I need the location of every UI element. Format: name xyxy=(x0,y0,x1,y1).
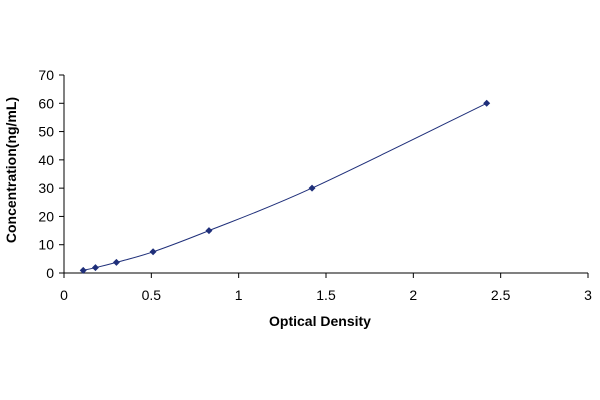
y-tick-label: 10 xyxy=(38,237,54,253)
y-tick-label: 60 xyxy=(38,95,54,111)
y-axis-ticks: 0 10 20 30 40 50 60 70 xyxy=(38,67,64,281)
data-point xyxy=(205,227,213,235)
data-point xyxy=(483,99,491,107)
y-tick-label: 70 xyxy=(38,67,54,83)
data-point xyxy=(112,258,120,266)
data-point xyxy=(308,184,316,192)
x-tick-label: 1.5 xyxy=(316,287,336,303)
data-point xyxy=(149,248,157,256)
y-axis-title: Concentration(ng/mL) xyxy=(3,97,19,243)
x-axis-ticks: 0 0.5 1 1.5 2 2.5 3 xyxy=(60,273,592,303)
x-tick-label: 3 xyxy=(584,287,592,303)
data-points xyxy=(79,99,491,274)
data-point xyxy=(91,264,99,272)
y-tick-label: 30 xyxy=(38,180,54,196)
x-tick-label: 1 xyxy=(235,287,243,303)
x-tick-label: 0.5 xyxy=(142,287,162,303)
y-tick-label: 20 xyxy=(38,208,54,224)
axes xyxy=(63,75,588,274)
y-tick-label: 0 xyxy=(46,265,54,281)
y-tick-label: 50 xyxy=(38,124,54,140)
x-tick-label: 0 xyxy=(60,287,68,303)
x-tick-label: 2.5 xyxy=(491,287,511,303)
x-axis-title: Optical Density xyxy=(269,313,371,329)
x-tick-label: 2 xyxy=(409,287,417,303)
trend-curve xyxy=(83,102,487,271)
data-point xyxy=(79,266,87,274)
y-tick-label: 40 xyxy=(38,152,54,168)
